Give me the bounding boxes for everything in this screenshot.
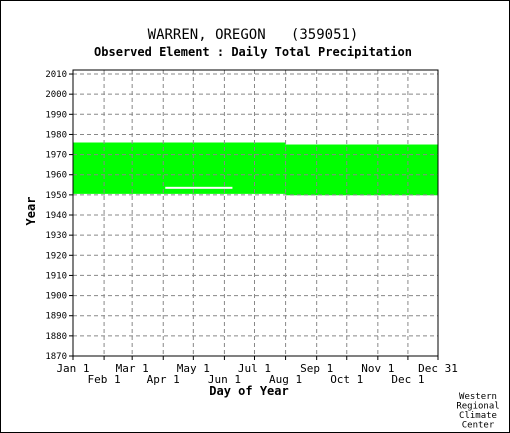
x-tick-label-feb-1: Feb 1 xyxy=(88,373,121,386)
x-axis-label: Day of Year xyxy=(209,384,288,398)
data-coverage xyxy=(73,142,438,196)
credit-line: Climate xyxy=(459,411,497,421)
x-tick-label-jul-1: Jul 1 xyxy=(238,362,271,375)
y-tick-label-1990: 1990 xyxy=(45,110,67,120)
credit-line: Western xyxy=(459,392,497,402)
y-tick-label-2000: 2000 xyxy=(45,90,67,100)
x-tick-label-sep-1: Sep 1 xyxy=(300,362,333,375)
y-tick-label-1940: 1940 xyxy=(45,211,67,221)
x-tick-label-may-1: May 1 xyxy=(177,362,210,375)
chart-title: WARREN, OREGON (359051) xyxy=(148,27,359,43)
x-tick-label-oct-1: Oct 1 xyxy=(330,373,363,386)
y-tick-label-1960: 1960 xyxy=(45,171,67,181)
y-tick-label-1950: 1950 xyxy=(45,191,67,201)
missing-data-gap-1 xyxy=(165,186,233,189)
credit-line: Center xyxy=(462,421,495,431)
y-axis-label: Year xyxy=(24,197,38,226)
plot-area xyxy=(73,70,438,356)
y-tick-label-1970: 1970 xyxy=(45,151,67,161)
x-tick-label-aug-1: Aug 1 xyxy=(269,373,302,386)
x-tick-label-jan-1: Jan 1 xyxy=(56,362,89,375)
y-tick-label-1880: 1880 xyxy=(45,332,67,342)
y-tick-label-1910: 1910 xyxy=(45,271,67,281)
y-tick-label-2010: 2010 xyxy=(45,70,67,80)
y-tick-label-1930: 1930 xyxy=(45,231,67,241)
y-tick-label-1980: 1980 xyxy=(45,130,67,140)
credit-line: Regional xyxy=(456,402,499,412)
x-tick-label-dec-1: Dec 1 xyxy=(391,373,424,386)
y-tick-label-1870: 1870 xyxy=(45,352,67,362)
plot-background xyxy=(73,70,438,356)
chart-subtitle: Observed Element : Daily Total Precipita… xyxy=(94,45,412,59)
plot-border xyxy=(72,69,439,357)
y-axis: 1870 1880 1890 1900 1910 1920 1930 1940 1950 1960… xyxy=(45,70,73,362)
y-tick-label-1900: 1900 xyxy=(45,292,67,302)
coverage-block-2 xyxy=(285,144,438,196)
x-tick-label-jun-1: Jun 1 xyxy=(208,373,241,386)
coverage-block-1 xyxy=(73,142,286,194)
x-tick-label-nov-1: Nov 1 xyxy=(361,362,394,375)
x-tick-label-dec-31: Dec 31 xyxy=(418,362,458,375)
x-tick-label-apr-1: Apr 1 xyxy=(147,373,180,386)
y-tick-label-1920: 1920 xyxy=(45,251,67,261)
y-tick-label-1890: 1890 xyxy=(45,312,67,322)
x-tick-label-mar-1: Mar 1 xyxy=(116,362,149,375)
